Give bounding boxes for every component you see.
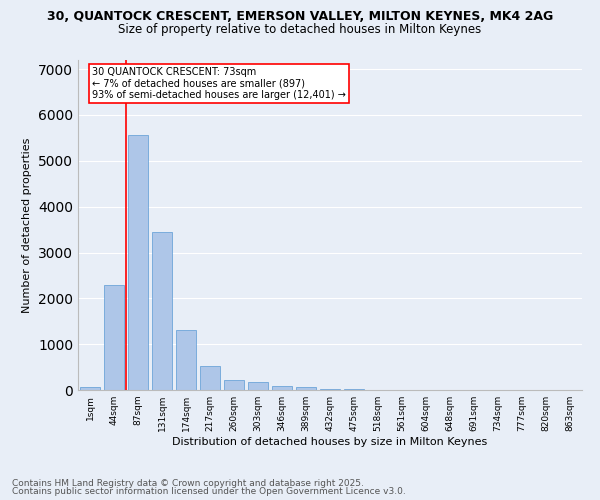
Bar <box>296 388 316 390</box>
Text: Size of property relative to detached houses in Milton Keynes: Size of property relative to detached ho… <box>118 22 482 36</box>
Text: 30, QUANTOCK CRESCENT, EMERSON VALLEY, MILTON KEYNES, MK4 2AG: 30, QUANTOCK CRESCENT, EMERSON VALLEY, M… <box>47 10 553 23</box>
Bar <box>128 135 148 390</box>
Text: Contains HM Land Registry data © Crown copyright and database right 2025.: Contains HM Land Registry data © Crown c… <box>12 478 364 488</box>
Bar <box>224 380 244 390</box>
Bar <box>152 232 172 390</box>
Bar <box>80 386 100 390</box>
Bar <box>248 382 268 390</box>
Bar <box>320 388 340 390</box>
Bar <box>176 330 196 390</box>
Bar <box>272 386 292 390</box>
Text: Contains public sector information licensed under the Open Government Licence v3: Contains public sector information licen… <box>12 487 406 496</box>
Bar <box>104 284 124 390</box>
Bar <box>200 366 220 390</box>
Text: 30 QUANTOCK CRESCENT: 73sqm
← 7% of detached houses are smaller (897)
93% of sem: 30 QUANTOCK CRESCENT: 73sqm ← 7% of deta… <box>92 67 346 100</box>
X-axis label: Distribution of detached houses by size in Milton Keynes: Distribution of detached houses by size … <box>172 437 488 447</box>
Y-axis label: Number of detached properties: Number of detached properties <box>22 138 32 312</box>
